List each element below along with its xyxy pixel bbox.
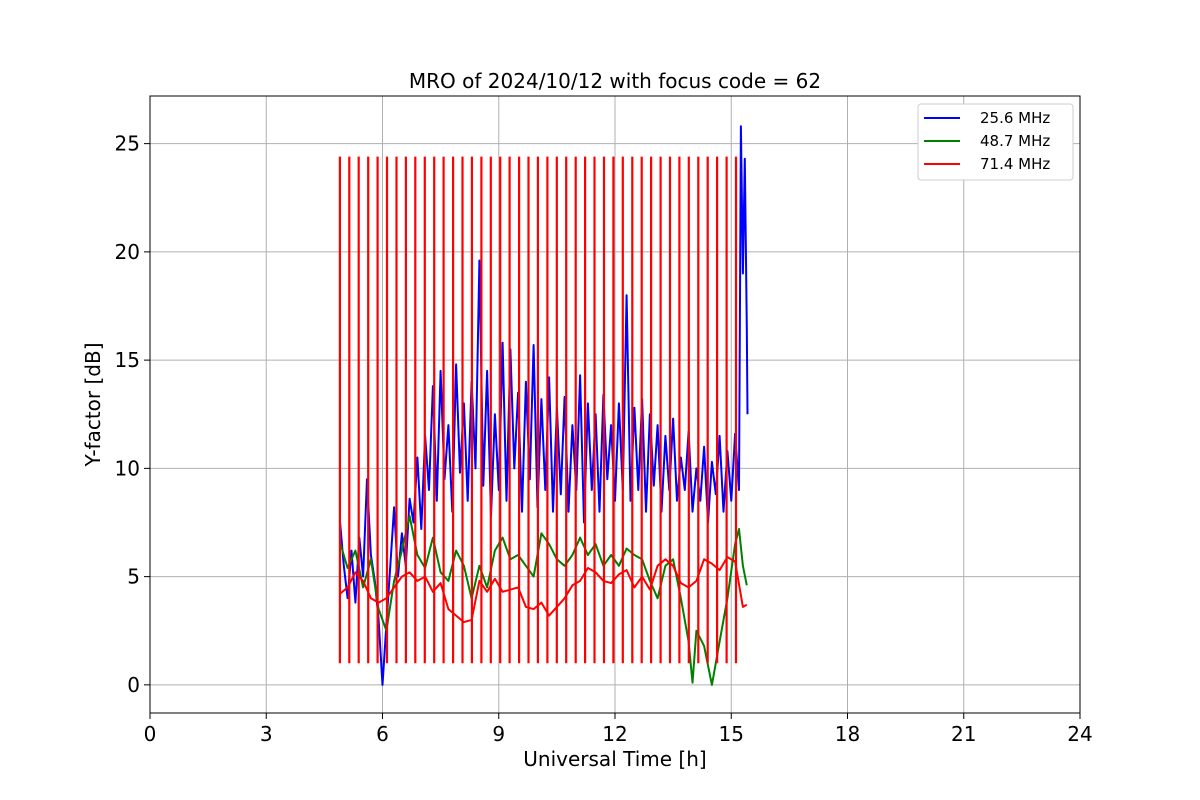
legend-box [917,103,1074,181]
y-tick-label: 20 [115,240,140,264]
y-tick-label: 5 [127,565,140,589]
legend-entry-label: 48.7 MHz [980,132,1050,150]
x-tick-label: 6 [376,722,389,746]
x-tick-label: 9 [492,722,505,746]
y-tick-label: 10 [115,456,140,480]
x-tick-label: 3 [260,722,273,746]
chart-title: MRO of 2024/10/12 with focus code = 62 [409,69,821,93]
y-axis-label: Y-factor [dB] [81,342,105,467]
x-axis-label: Universal Time [h] [523,747,706,771]
series-layer [338,125,749,686]
legend: 25.6 MHz 48.7 MHz 71.4 MHz [917,103,1074,181]
x-tick-label: 24 [1067,722,1092,746]
y-tick-label: 0 [127,673,140,697]
series-line [339,556,748,624]
legend-entry-label: 71.4 MHz [980,155,1050,173]
ticks: 0 3 6 9 12 15 18 21 24 0 5 10 15 20 25 [115,132,1093,746]
x-tick-label: 0 [144,722,157,746]
x-tick-label: 18 [835,722,860,746]
x-tick-label: 15 [719,722,744,746]
series-spikes [338,156,738,664]
legend-entry-label: 25.6 MHz [980,109,1050,127]
series-line [338,515,748,686]
x-tick-label: 21 [951,722,976,746]
y-tick-label: 25 [115,132,140,156]
x-tick-label: 12 [602,722,627,746]
y-tick-label: 15 [115,348,140,372]
